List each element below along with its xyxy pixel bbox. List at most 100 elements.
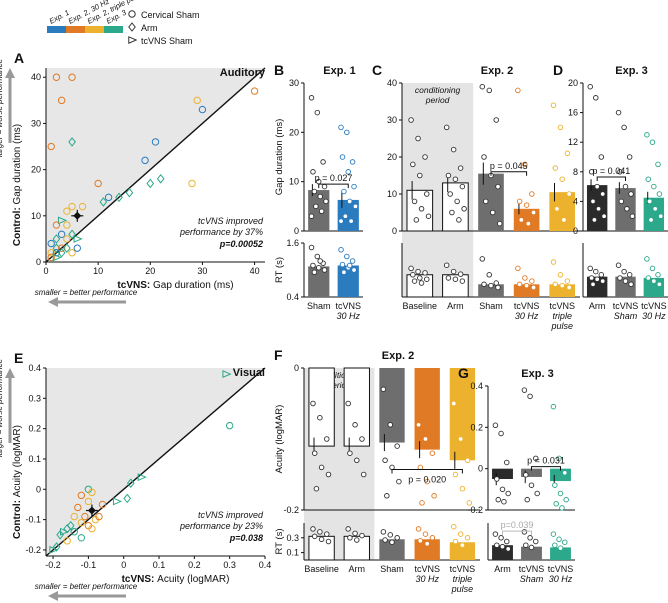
subject-dot [481,154,487,160]
worse-arrow-head [5,368,15,378]
subject-dot [594,276,600,282]
category-label: Sham [307,301,331,311]
subject-dot [648,217,654,223]
subject-dot [417,275,423,281]
top-bar [308,367,335,447]
x-tick-label: 0.3 [223,560,236,570]
subject-dot [550,259,557,265]
y-tick-label: 20 [289,127,299,137]
top-bar [379,368,405,443]
subject-dot [615,109,622,116]
y-tick-label: 0 [294,363,299,373]
data-point [81,512,89,521]
subject-dot [443,124,450,131]
data-point [126,478,135,489]
subject-dot [341,269,347,276]
smaller-better-note: smaller = better performance [35,288,138,297]
subject-dot [422,270,428,276]
subject-dot [380,529,387,535]
panel-label: B [274,62,284,78]
subject-dot [382,537,388,543]
subject-dot [459,542,466,548]
x-tick-label: 0.2 [188,560,201,570]
category-label: 30 Hz [515,311,539,321]
bar-panel-B: 0 10 20 30 Gap duration (ms) p = 0.027 0.4 1.6R… [274,62,363,321]
annotation-pvalue: p=0.00052 [219,239,263,249]
data-point [88,488,96,497]
x-axis-title: tcVNS: Acuity (logMAR) [122,574,230,585]
data-point [68,202,76,211]
subject-dot [450,146,457,153]
subject-dot [415,268,421,275]
subject-dot [598,272,605,278]
data-point [77,518,86,527]
subject-dot [413,217,420,223]
data-point [68,137,76,147]
subject-dot [354,457,360,464]
y-tick-label: 0.1 [286,548,299,558]
scatter-panel-E: -0.2 -0.1 0 0.1 0.2 0.3 0.4 -0.2 -0.1 0 0.1 0.2 0.3 0… [0,350,271,601]
larger-worse-note: larger = worse performance [0,358,4,457]
subject-dot [387,422,394,428]
subject-dot [308,213,315,219]
data-point [52,253,62,262]
significance-bracket [391,469,463,474]
subject-dot [524,496,530,503]
data-point [63,207,71,215]
p-value-label: p=0.039 [501,520,534,530]
y-tick-label: 40 [31,72,41,82]
subject-dot [341,188,347,195]
category-label: Arm [447,301,464,311]
subject-dot [411,198,418,205]
subject-dot [345,526,351,532]
subject-dot [523,282,530,289]
data-point [88,525,96,533]
subject-dot [655,272,661,278]
top-bar [521,468,542,477]
category-label: triple [453,574,473,584]
subject-dot [339,154,346,160]
data-point [125,187,134,198]
annotation-line: performance by 23% [179,521,263,531]
subject-dot [483,198,489,205]
subject-dot [656,281,663,288]
subject-dot [317,529,323,535]
subject-dot [419,500,425,506]
subject-dot [456,217,462,223]
subject-dot [382,457,388,464]
category-label: Sham [614,311,638,321]
subject-dot [410,161,416,168]
subject-dot [505,546,511,552]
y-tick-label: 1.6 [286,238,299,248]
subject-dot [498,430,504,437]
subject-dot [461,206,467,212]
top-bar [492,468,513,479]
subject-dot [523,542,529,548]
shade-label: conditioning [317,370,363,380]
subject-dot [652,206,658,212]
y-tick-label: 0.3 [28,393,41,403]
subject-dot [310,262,316,269]
data-point [63,523,72,534]
data-point [68,249,76,257]
subject-dot [452,538,459,545]
subject-dot [489,209,496,216]
panel-label: E [14,350,23,366]
subject-dot [488,282,494,289]
data-point [74,503,82,512]
x-tick-label: -0.2 [45,560,61,570]
subject-dot [464,535,471,541]
panel-label: F [274,347,283,363]
subject-dot [621,268,627,275]
y-axis-title: Control: Acuity (logMAR) [12,425,23,539]
y-tick-label: 20 [387,152,397,162]
subject-dot [528,482,535,488]
data-point [57,244,66,252]
subject-dot [481,281,487,288]
subject-dot [562,539,568,545]
subject-dot [344,253,350,260]
subject-dot [587,265,593,272]
y-tick-label: -0.2 [283,505,299,515]
subject-dot [644,256,650,262]
